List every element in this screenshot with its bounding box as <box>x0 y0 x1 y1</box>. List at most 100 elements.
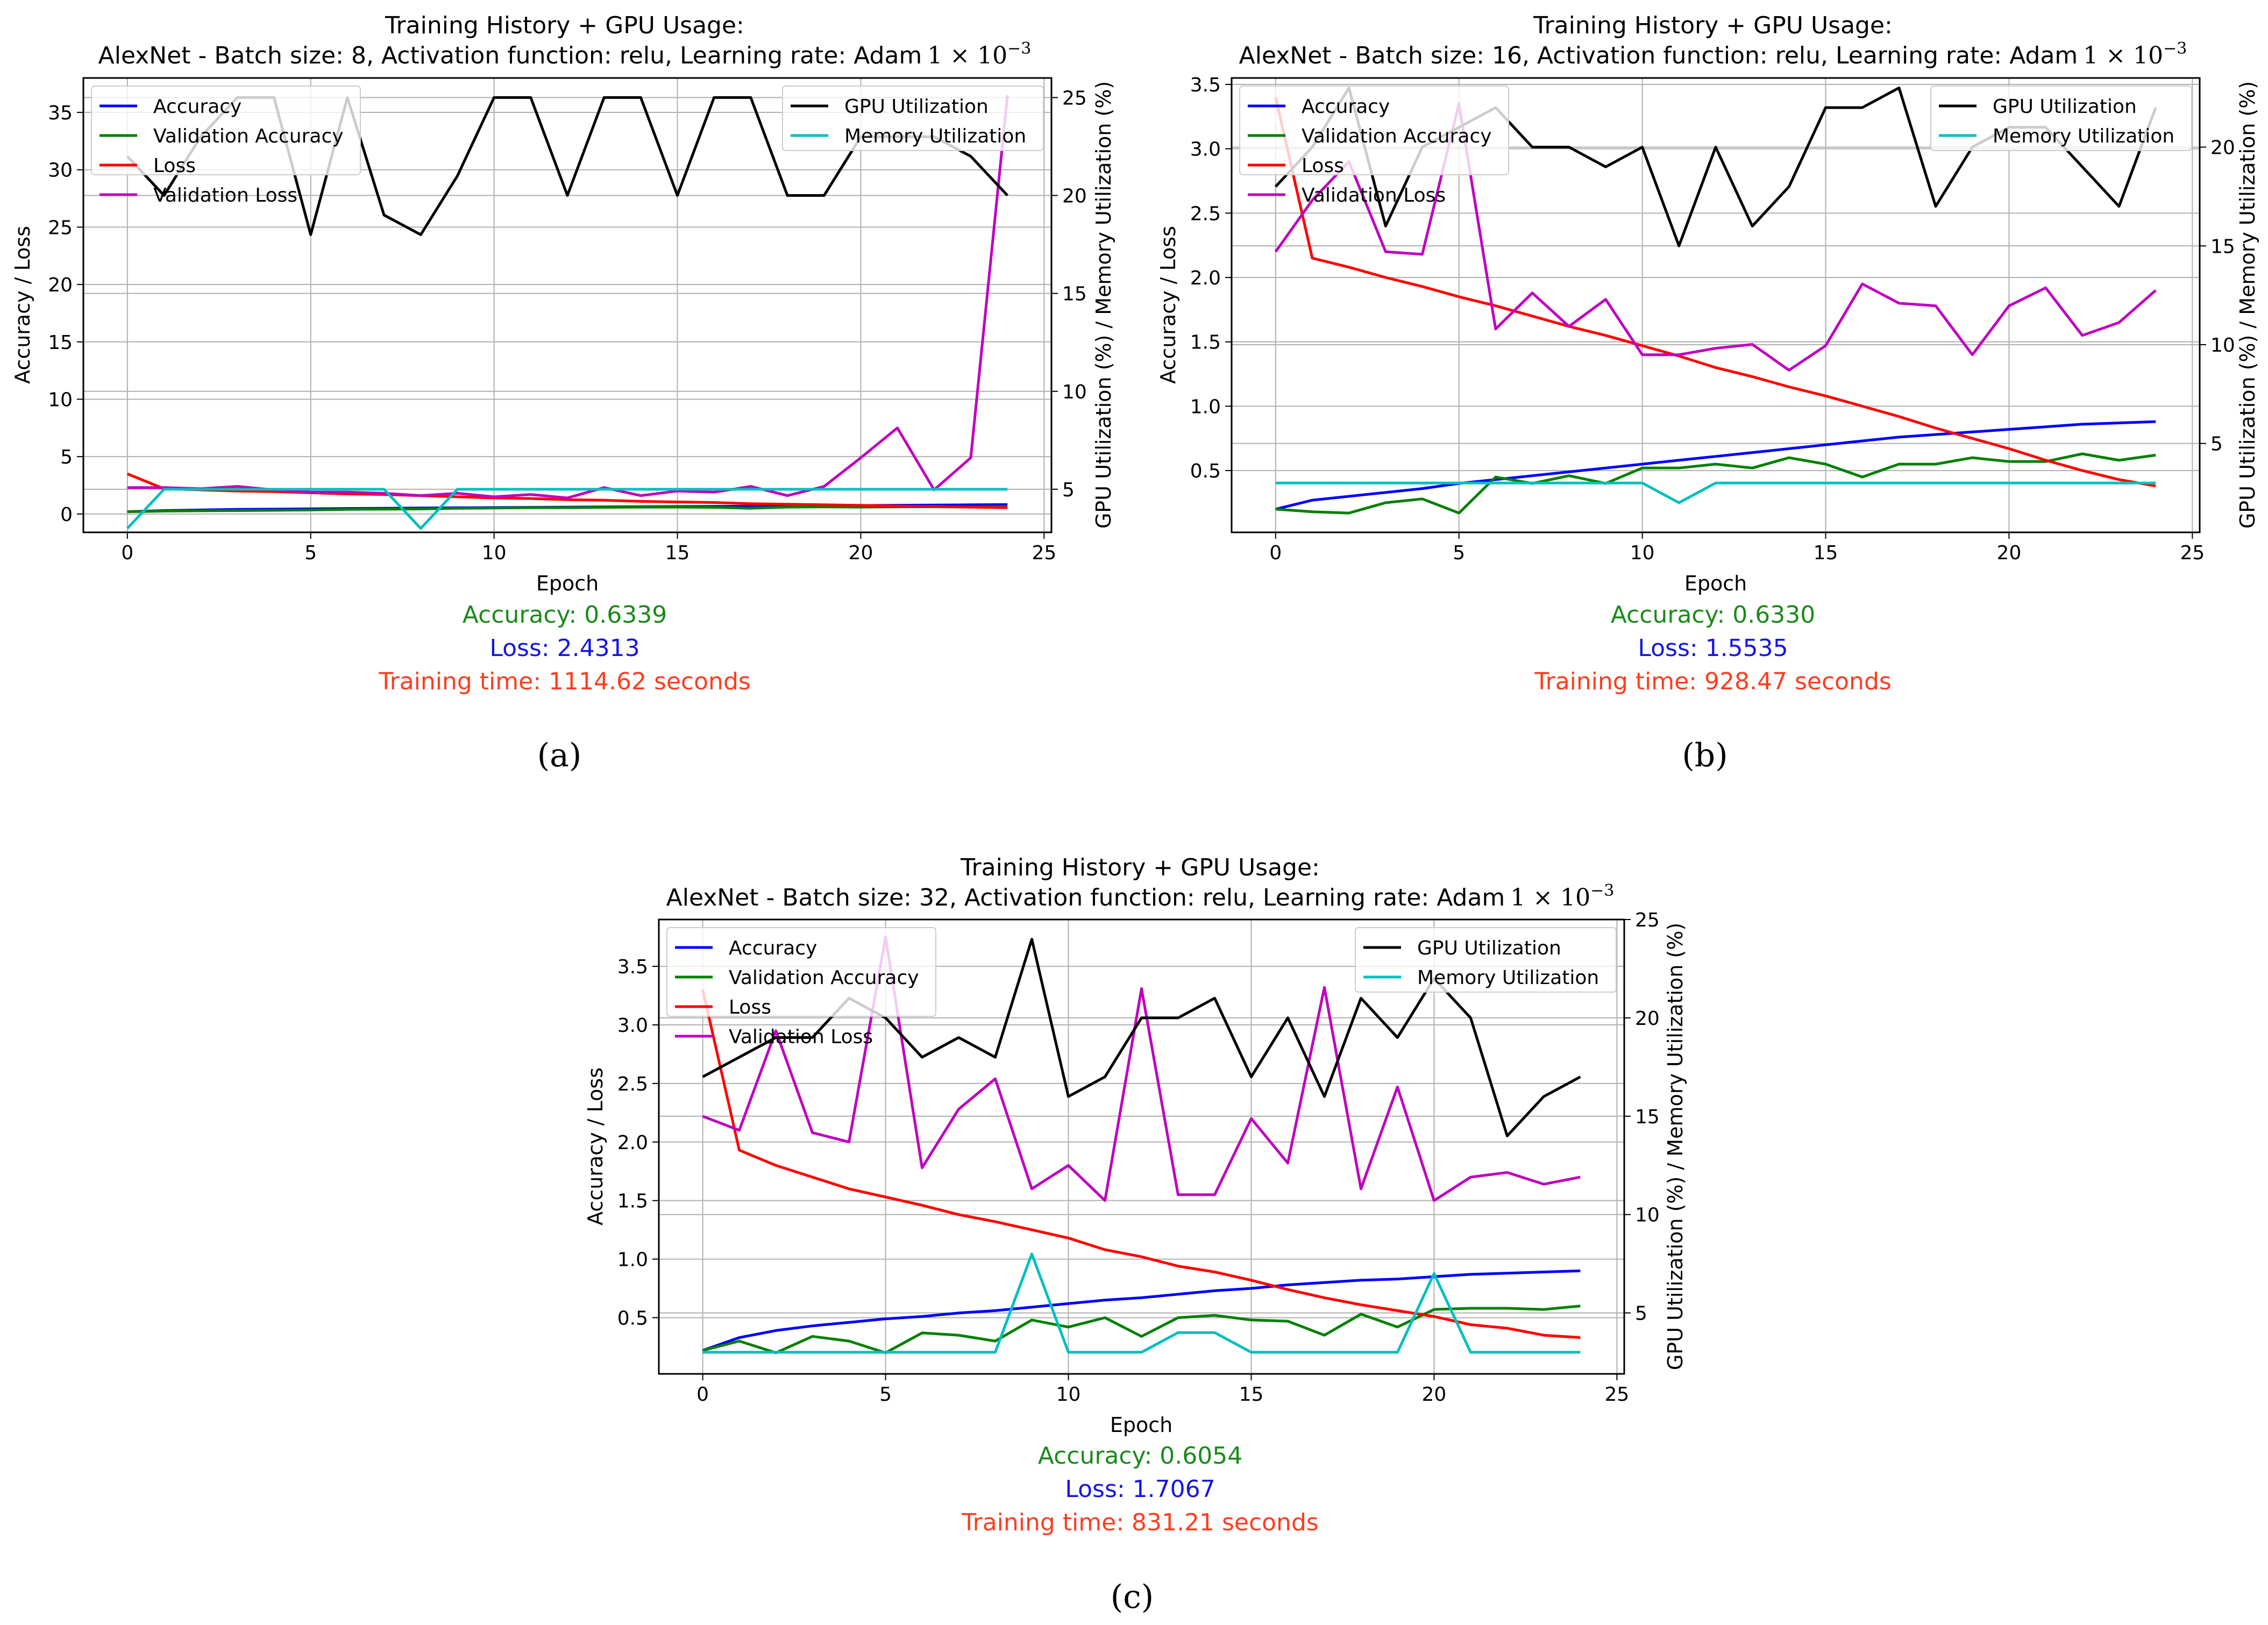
training-time-result: Training time: 928.47 seconds <box>1534 668 1892 695</box>
y2-tick-label: 20 <box>2210 137 2235 159</box>
y-tick-label: 2.5 <box>617 1073 648 1095</box>
x-tick-label: 0 <box>696 1384 709 1406</box>
legend-label-loss: Loss <box>153 155 196 177</box>
loss-result: Loss: 1.7067 <box>1065 1476 1215 1503</box>
legend-left: Accuracy Validation Accuracy Loss Valida… <box>91 85 361 206</box>
title-lr-exponent: −3 <box>1590 881 1614 900</box>
y-tick-label: 1.0 <box>617 1249 648 1271</box>
series-line-validation-accuracy <box>1275 452 2156 515</box>
x-axis-label: Epoch <box>536 572 599 595</box>
title-prefix: AlexNet - Batch size: 8, Activation func… <box>98 42 922 69</box>
legend-label-accuracy: Accuracy <box>729 937 817 959</box>
training-time-result: Training time: 831.21 seconds <box>961 1509 1319 1536</box>
legend-label-gpu: GPU Utilization <box>1993 96 2137 118</box>
series-line-validation-loss <box>702 936 1581 1202</box>
x-tick-label: 15 <box>665 542 690 564</box>
y-tick-label: 30 <box>48 160 73 182</box>
panel-c: Training History + GPU Usage: AlexNet - … <box>584 854 1687 1616</box>
series-line-memory-utilization <box>126 488 1008 530</box>
y-axis-label: Accuracy / Loss <box>1156 226 1180 384</box>
y-axis-label: Accuracy / Loss <box>584 1067 607 1225</box>
x-axis-label: Epoch <box>1684 572 1747 595</box>
y2-axis-label: GPU Utilization (%) / Memory Utilization… <box>2236 81 2259 529</box>
y2-tick-label: 10 <box>2210 334 2235 357</box>
legend-label-memory: Memory Utilization <box>1417 967 1599 989</box>
y2-axis-ticks: 5 10 15 20 25 <box>1624 909 1660 1325</box>
legend-label-validation-accuracy: Validation Accuracy <box>1302 125 1492 147</box>
chart-title-line1: Training History + GPU Usage: <box>1533 12 1893 39</box>
x-tick-label: 15 <box>1239 1384 1264 1406</box>
title-lr-exponent: −3 <box>2163 39 2187 58</box>
panel-b: Training History + GPU Usage: AlexNet - … <box>1156 12 2259 774</box>
legend-label-accuracy: Accuracy <box>153 96 241 118</box>
y2-tick-label: 5 <box>2210 433 2223 455</box>
legend-label-validation-loss: Validation Loss <box>729 1026 873 1048</box>
panel-a: Training History + GPU Usage: AlexNet - … <box>11 12 1115 774</box>
legend-label-gpu: GPU Utilization <box>844 96 989 118</box>
chart-title-line2: AlexNet - Batch size: 8, Activation func… <box>98 39 1032 69</box>
y-axis-ticks: 0.5 1.0 1.5 2.0 2.5 3.0 3.5 <box>1190 74 1232 482</box>
x-axis-ticks: 0 5 10 15 20 25 <box>1269 532 2205 564</box>
legend-left: Accuracy Validation Accuracy Loss Valida… <box>666 927 936 1048</box>
legend-box <box>1930 85 2192 151</box>
y-axis-ticks: 0.5 1.0 1.5 2.0 2.5 3.0 3.5 <box>617 956 659 1329</box>
x-tick-label: 0 <box>1269 542 1282 564</box>
x-tick-label: 0 <box>121 542 133 564</box>
title-lr-mantissa: 1 × 10 <box>927 42 1007 69</box>
loss-result: Loss: 1.5535 <box>1638 635 1788 662</box>
panel-label: (b) <box>1682 737 1727 774</box>
x-tick-label: 5 <box>1453 542 1465 564</box>
y2-tick-label: 15 <box>1062 283 1087 305</box>
legend-label-validation-accuracy: Validation Accuracy <box>153 125 344 147</box>
x-tick-label: 20 <box>1997 542 2022 564</box>
panel-label: (a) <box>537 737 582 774</box>
legend-right: GPU Utilization Memory Utilization <box>782 85 1044 151</box>
series-line-loss <box>701 989 1581 1339</box>
x-axis-ticks: 0 5 10 15 20 25 <box>696 1374 1629 1406</box>
y-axis-ticks: 0 5 10 15 20 25 30 35 <box>48 102 83 526</box>
accuracy-result: Accuracy: 0.6330 <box>1611 601 1815 629</box>
series-line-loss <box>1274 97 2156 488</box>
legend-box <box>1355 927 1617 993</box>
series-lines <box>1274 86 2157 515</box>
training-time-result: Training time: 1114.62 seconds <box>378 668 751 695</box>
chart-title-line2: AlexNet - Batch size: 32, Activation fun… <box>666 881 1615 911</box>
y-tick-label: 2.0 <box>617 1132 648 1154</box>
legend-left: Accuracy Validation Accuracy Loss Valida… <box>1239 85 1509 206</box>
x-tick-label: 10 <box>1056 1384 1081 1406</box>
y-tick-label: 0 <box>60 504 73 526</box>
y2-axis-label: GPU Utilization (%) / Memory Utilization… <box>1092 81 1115 529</box>
legend-label-memory: Memory Utilization <box>844 125 1026 147</box>
y-tick-label: 1.5 <box>1190 332 1221 354</box>
series-line-memory-utilization <box>1275 481 2156 504</box>
y2-axis-label: GPU Utilization (%) / Memory Utilization… <box>1663 923 1687 1370</box>
accuracy-result: Accuracy: 0.6054 <box>1038 1442 1242 1470</box>
legend-label-validation-loss: Validation Loss <box>1302 184 1446 206</box>
y2-tick-label: 20 <box>1062 186 1087 208</box>
y-tick-label: 25 <box>48 217 73 239</box>
series-line-validation-accuracy <box>702 1305 1581 1355</box>
legend-box <box>782 85 1044 151</box>
y-tick-label: 2.5 <box>1190 203 1221 225</box>
x-tick-label: 25 <box>1032 542 1056 564</box>
x-axis-label: Epoch <box>1110 1413 1172 1437</box>
series-line-accuracy <box>1275 420 2156 511</box>
title-prefix: AlexNet - Batch size: 32, Activation fun… <box>666 884 1505 911</box>
legend-label-gpu: GPU Utilization <box>1417 937 1561 959</box>
y2-tick-label: 25 <box>1062 87 1087 109</box>
x-tick-label: 10 <box>1630 542 1655 564</box>
chart-title-line2: AlexNet - Batch size: 16, Activation fun… <box>1239 39 2187 69</box>
y2-tick-label: 20 <box>1635 1008 1660 1030</box>
panel-label: (c) <box>1111 1578 1154 1616</box>
legend-box <box>1239 85 1509 175</box>
y-tick-label: 5 <box>60 446 73 468</box>
x-axis-ticks: 0 5 10 15 20 25 <box>121 532 1056 564</box>
x-tick-label: 10 <box>482 542 507 564</box>
y2-tick-label: 15 <box>2210 236 2235 258</box>
plot-frame <box>658 918 1625 1375</box>
x-tick-label: 20 <box>849 542 873 564</box>
title-lr-exponent: −3 <box>1007 39 1031 58</box>
plot-area: 0 5 10 15 20 25 0 5 10 15 20 25 30 35 5 10 15 20 25 <box>48 77 1087 564</box>
y-tick-label: 3.0 <box>1190 139 1221 161</box>
